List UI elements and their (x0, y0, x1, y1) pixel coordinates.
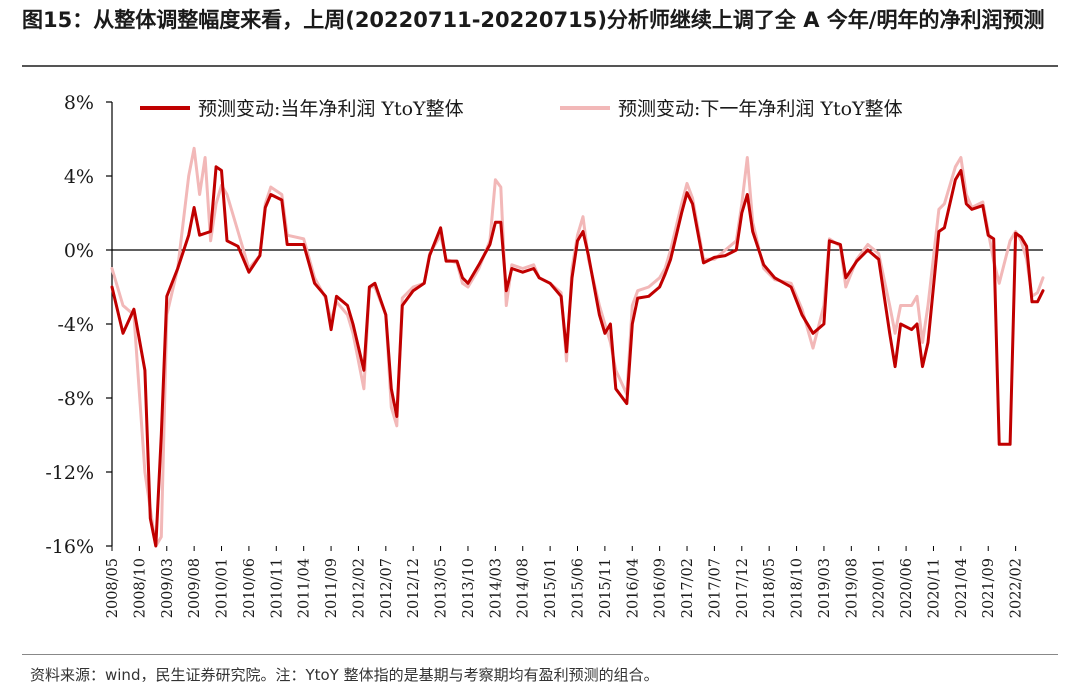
x-tick-label: 2014/03 (488, 558, 504, 618)
figure-title: 图15：从整体调整幅度来看，上周(20220711-20220715)分析师继续… (22, 8, 1045, 32)
x-tick-label: 2011/04 (297, 558, 313, 618)
x-tick-label: 2020/11 (926, 558, 942, 618)
x-tick-label: 2015/01 (543, 558, 559, 618)
x-tick-label: 2009/03 (160, 558, 176, 618)
x-tick-label: 2015/11 (598, 558, 614, 618)
series-line-2 (110, 146, 1045, 548)
x-tick-label: 2012/02 (351, 558, 367, 618)
x-tick-label: 2017/02 (680, 558, 696, 618)
y-tick-label: 8% (64, 92, 94, 114)
source-note: 资料来源：wind，民生证券研究院。注：YtoY 整体指的是基期与考察期均有盈利… (30, 666, 659, 684)
legend-label-2: 预测变动:下一年净利润 YtoY整体 (618, 98, 903, 120)
x-tick-label: 2022/02 (1009, 558, 1025, 618)
series-line-1 (110, 165, 1045, 548)
x-tick-label: 2008/10 (132, 558, 148, 618)
x-tick-label: 2012/07 (379, 558, 395, 618)
x-tick-label: 2017/12 (735, 558, 751, 618)
x-tick-label: 2013/10 (461, 558, 477, 618)
y-tick-label: 4% (64, 166, 94, 188)
line-chart: 8% 4% 0% -4% -8% -12% -16% 2008/05 2008/10 2009/0… (45, 92, 1045, 618)
x-tick-label: 2014/08 (516, 558, 532, 618)
x-tick-label: 2010/01 (215, 558, 231, 618)
title-rule (22, 65, 1058, 67)
x-tick-label: 2019/03 (817, 558, 833, 618)
x-tick-label: 2010/11 (269, 558, 285, 618)
chart-legend: 预测变动:当年净利润 YtoY整体 预测变动:下一年净利润 YtoY整体 (140, 98, 903, 120)
x-tick-label: 2020/06 (899, 558, 915, 618)
x-tick-label: 2018/10 (790, 558, 806, 618)
y-tick-label: -12% (45, 462, 94, 484)
x-tick-label: 2015/06 (571, 558, 587, 618)
x-tick-label: 2008/05 (105, 558, 121, 618)
x-tick-label: 2010/06 (242, 558, 258, 618)
x-tick-label: 2012/12 (406, 558, 422, 618)
y-tick-label: -8% (57, 388, 94, 410)
chart-axes: 8% 4% 0% -4% -8% -12% -16% 2008/05 2008/10 2009/0… (45, 92, 1043, 618)
x-tick-label: 2021/09 (981, 558, 997, 618)
x-tick-label: 2013/05 (434, 558, 450, 618)
chart-series (110, 146, 1045, 548)
x-tick-label: 2021/04 (954, 558, 970, 618)
y-tick-label: 0% (64, 240, 94, 262)
x-tick-label: 2020/01 (872, 558, 888, 618)
x-tick-label: 2019/08 (844, 558, 860, 618)
x-tick-label: 2017/07 (707, 558, 723, 618)
y-tick-label: -4% (57, 314, 94, 336)
legend-label-1: 预测变动:当年净利润 YtoY整体 (198, 98, 464, 120)
x-tick-label: 2016/04 (625, 558, 641, 618)
x-tick-label: 2018/05 (762, 558, 778, 618)
x-tick-label: 2011/09 (324, 558, 340, 618)
footer-rule (22, 654, 1058, 655)
x-tick-label: 2016/09 (653, 558, 669, 618)
y-tick-label: -16% (45, 536, 94, 558)
x-tick-label: 2009/08 (187, 558, 203, 618)
